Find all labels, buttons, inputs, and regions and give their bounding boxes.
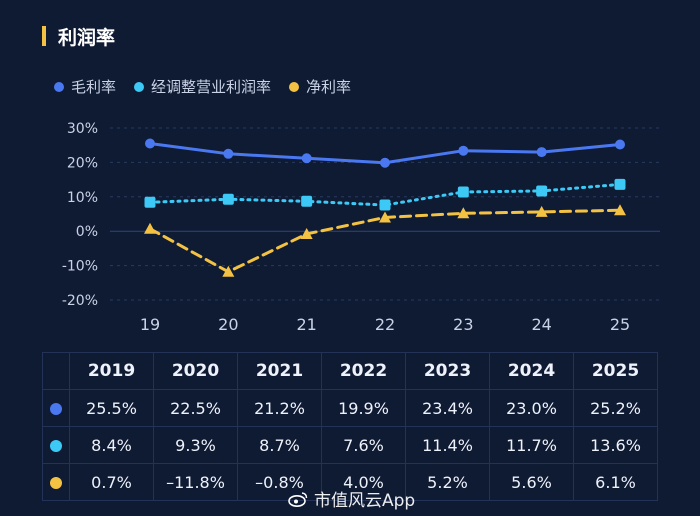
data-point-adjusted bbox=[536, 185, 548, 197]
x-tick-label: 24 bbox=[531, 315, 551, 334]
data-point-adjusted bbox=[144, 196, 156, 208]
data-point-adjusted bbox=[301, 195, 313, 207]
data-point-gross bbox=[380, 157, 390, 168]
table-row-gross: 25.5% 22.5% 21.2% 19.9% 23.4% 23.0% 25.2… bbox=[42, 389, 658, 427]
table-row-net: 0.7% –11.8% –0.8% 4.0% 5.2% 5.6% 6.1% bbox=[42, 463, 658, 501]
y-tick-label: 10% bbox=[67, 190, 98, 206]
data-table: 2019 2020 2021 2022 2023 2024 2025 25.5%… bbox=[42, 352, 658, 501]
data-point-adjusted bbox=[222, 193, 234, 205]
table-cell: 5.6% bbox=[489, 463, 574, 501]
data-point-net bbox=[144, 222, 156, 234]
legend-item-gross[interactable]: 毛利率 bbox=[54, 76, 116, 97]
data-point-gross bbox=[458, 145, 469, 156]
table-row-adjusted: 8.4% 9.3% 8.7% 7.6% 11.4% 11.7% 13.6% bbox=[42, 426, 658, 464]
title-accent-bar bbox=[42, 26, 46, 46]
table-cell: 21.2% bbox=[237, 389, 322, 427]
year-header: 2020 bbox=[153, 352, 238, 390]
table-cell: 7.6% bbox=[321, 426, 406, 464]
table-cell: 6.1% bbox=[573, 463, 658, 501]
row-dot-gross bbox=[50, 403, 62, 415]
table-cell: 22.5% bbox=[153, 389, 238, 427]
data-point-net bbox=[222, 265, 235, 277]
table-cell: 8.7% bbox=[237, 426, 322, 464]
chart-legend: 毛利率 经调整营业利润率 净利率 bbox=[54, 76, 369, 97]
data-point-net bbox=[535, 205, 548, 217]
year-header: 2023 bbox=[405, 352, 490, 390]
table-cell: 19.9% bbox=[321, 389, 406, 427]
table-cell: 5.2% bbox=[405, 463, 490, 501]
legend-dot-adjusted bbox=[134, 81, 145, 92]
x-tick-label: 22 bbox=[375, 315, 395, 334]
table-cell: –0.8% bbox=[237, 463, 322, 501]
data-point-adjusted bbox=[379, 199, 391, 211]
chart-title-group: 利润率 bbox=[42, 24, 116, 49]
year-header: 2021 bbox=[237, 352, 322, 390]
data-point-gross bbox=[301, 153, 312, 164]
row-marker-cell bbox=[42, 426, 70, 464]
y-tick-label: 30% bbox=[67, 121, 98, 137]
data-point-adjusted bbox=[457, 186, 469, 198]
row-marker-cell bbox=[42, 389, 70, 427]
y-tick-label: -10% bbox=[62, 259, 98, 275]
row-dot-adjusted bbox=[50, 440, 62, 452]
data-point-net bbox=[457, 207, 470, 219]
table-cell: 8.4% bbox=[69, 426, 154, 464]
x-tick-label: 19 bbox=[140, 315, 160, 334]
weibo-logo-icon bbox=[288, 491, 308, 507]
row-dot-net bbox=[50, 477, 62, 489]
year-header: 2019 bbox=[69, 352, 154, 390]
y-tick-label: 20% bbox=[67, 155, 98, 171]
x-tick-label: 25 bbox=[610, 315, 630, 334]
legend-item-net[interactable]: 净利率 bbox=[289, 76, 351, 97]
table-cell: 4.0% bbox=[321, 463, 406, 501]
legend-label-net: 净利率 bbox=[306, 78, 352, 96]
table-cell: –11.8% bbox=[153, 463, 238, 501]
legend-item-adjusted[interactable]: 经调整营业利润率 bbox=[134, 76, 271, 97]
data-point-gross bbox=[145, 138, 155, 149]
table-cell: 25.5% bbox=[69, 389, 154, 427]
data-point-net bbox=[379, 211, 391, 223]
table-cell: 11.7% bbox=[489, 426, 574, 464]
x-tick-label: 20 bbox=[218, 315, 238, 334]
x-tick-label: 21 bbox=[296, 315, 316, 334]
table-header-row: 2019 2020 2021 2022 2023 2024 2025 bbox=[42, 352, 658, 390]
data-point-net bbox=[614, 204, 626, 216]
table-cell: 0.7% bbox=[69, 463, 154, 501]
row-marker-cell bbox=[42, 463, 70, 501]
table-cell: 25.2% bbox=[573, 389, 658, 427]
legend-dot-gross bbox=[54, 81, 64, 92]
table-cell: 23.0% bbox=[489, 389, 574, 427]
y-tick-label: -20% bbox=[62, 293, 98, 309]
data-point-gross bbox=[536, 147, 547, 158]
data-point-net bbox=[300, 227, 313, 239]
page-title: 利润率 bbox=[58, 26, 116, 49]
table-cell: 23.4% bbox=[405, 389, 490, 427]
legend-dot-net bbox=[289, 81, 300, 92]
table-corner-cell bbox=[42, 352, 70, 390]
year-header: 2022 bbox=[321, 352, 406, 390]
table-cell: 11.4% bbox=[405, 426, 490, 464]
year-header: 2024 bbox=[489, 352, 574, 390]
table-cell: 13.6% bbox=[573, 426, 658, 464]
y-tick-label: 0% bbox=[76, 224, 98, 240]
line-chart: 30% 20% 10% 0% -10% -20% 19 20 21 22 23 24 25 bbox=[62, 121, 660, 334]
watermark: 市值风云App bbox=[288, 486, 415, 511]
data-point-adjusted bbox=[614, 178, 626, 190]
table-cell: 9.3% bbox=[153, 426, 238, 464]
data-point-gross bbox=[615, 139, 625, 150]
legend-label-gross: 毛利率 bbox=[71, 78, 117, 96]
year-header: 2025 bbox=[573, 352, 658, 390]
data-point-gross bbox=[223, 148, 234, 159]
legend-label-adjusted: 经调整营业利润率 bbox=[151, 78, 272, 96]
watermark-text: 市值风云App bbox=[314, 491, 416, 511]
x-tick-label: 23 bbox=[453, 315, 473, 334]
